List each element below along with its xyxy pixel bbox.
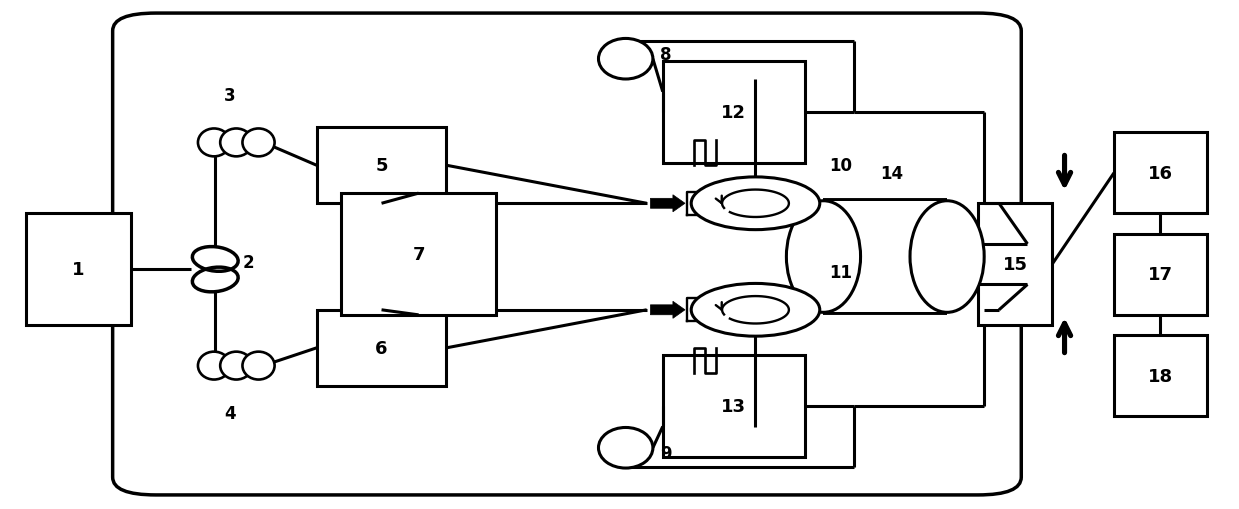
Ellipse shape [598, 39, 653, 80]
Text: 13: 13 [721, 398, 746, 415]
Text: 8: 8 [660, 46, 672, 64]
Bar [26, 214, 131, 325]
Text: 3: 3 [224, 87, 235, 105]
Text: 1: 1 [72, 261, 85, 278]
Text: 15: 15 [1002, 256, 1027, 274]
Bar [663, 62, 805, 163]
Text: 7: 7 [413, 245, 425, 264]
Bar [1114, 234, 1207, 315]
Text: 12: 12 [721, 104, 746, 122]
Text: 9: 9 [660, 444, 672, 462]
Bar [317, 310, 446, 386]
Ellipse shape [598, 428, 653, 468]
Text: 14: 14 [880, 164, 903, 183]
Ellipse shape [909, 202, 984, 313]
Circle shape [691, 284, 820, 336]
Polygon shape [650, 302, 685, 319]
Text: 17: 17 [1147, 266, 1173, 284]
Ellipse shape [221, 352, 253, 380]
Text: 2: 2 [243, 253, 254, 271]
Text: 18: 18 [1147, 367, 1173, 385]
Ellipse shape [221, 129, 253, 157]
Ellipse shape [243, 352, 275, 380]
Text: 4: 4 [224, 404, 235, 422]
Circle shape [691, 178, 820, 230]
Bar [824, 202, 947, 313]
Bar [317, 128, 446, 204]
Ellipse shape [198, 129, 230, 157]
Bar [978, 204, 1052, 325]
Ellipse shape [198, 352, 230, 380]
Text: 5: 5 [375, 157, 388, 175]
Bar [1114, 133, 1207, 214]
Bar [342, 194, 496, 315]
Text: 16: 16 [1147, 164, 1173, 183]
Bar [663, 356, 805, 457]
Ellipse shape [787, 202, 861, 313]
Bar [1114, 335, 1207, 416]
Ellipse shape [243, 129, 275, 157]
Text: 10: 10 [830, 157, 852, 175]
Text: 11: 11 [830, 263, 852, 281]
Polygon shape [650, 195, 685, 212]
Text: 6: 6 [375, 339, 388, 357]
